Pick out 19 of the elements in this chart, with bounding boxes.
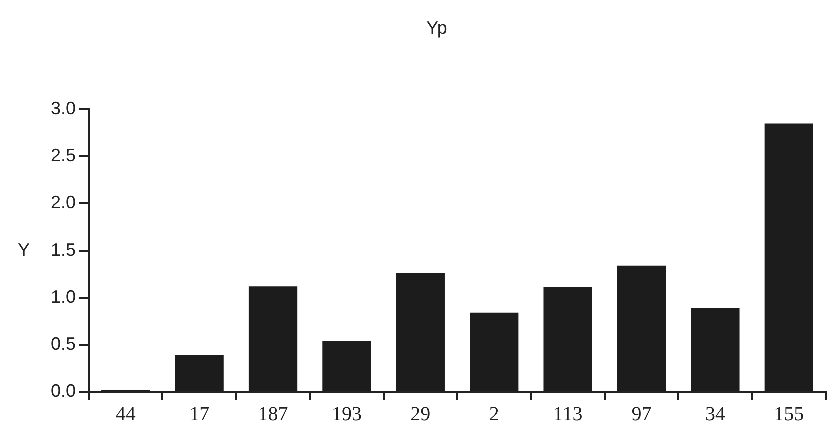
y-tick-label: 3.0 [50,98,76,119]
y-tick-label: 0.5 [50,334,76,354]
x-tick-label: 155 [774,403,804,426]
x-tick-label: 113 [553,403,583,426]
x-tick-label: 29 [410,403,431,426]
chart-title: Yp [426,18,448,38]
x-tick-label: 17 [190,403,210,426]
y-axis-title: Y [18,240,30,260]
x-tick-label: 44 [116,403,136,426]
x-tick-label: 34 [705,403,726,426]
x-tick-label: 2 [489,403,500,426]
x-tick-label: 97 [632,403,652,426]
y-tick-label: 2.0 [50,192,76,213]
y-tick-label: 2.5 [50,146,76,166]
y-tick-label: 0.0 [50,380,76,401]
y-tick-label: 1.0 [50,286,76,307]
y-tick-label: 1.5 [50,240,76,260]
x-tick-label: 187 [258,403,288,426]
x-tick-label: 193 [332,403,362,426]
